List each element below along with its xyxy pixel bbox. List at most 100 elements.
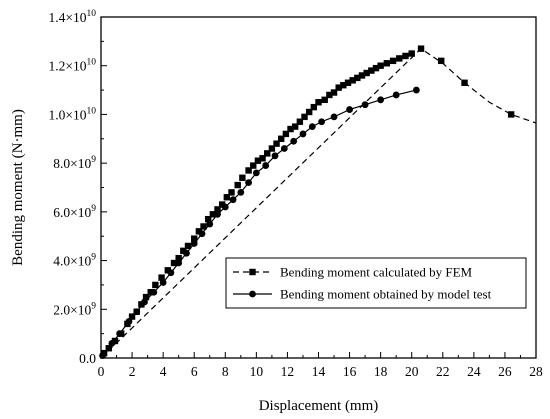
point-fem — [372, 64, 380, 72]
point-fem — [310, 103, 318, 111]
point-fem — [326, 91, 333, 99]
y-tick-label: 8.0×109 — [53, 155, 96, 171]
point-fem — [363, 69, 370, 77]
point-fem — [438, 57, 445, 65]
x-tick-label: 18 — [374, 364, 388, 379]
point-fem — [204, 215, 212, 223]
point-model-test — [412, 86, 420, 94]
x-tick-label: 8 — [222, 364, 229, 379]
point-fem — [330, 89, 338, 96]
x-axis-title: Displacement (mm) — [259, 398, 379, 414]
point-fem — [245, 167, 252, 174]
point-fem — [507, 111, 515, 118]
x-tick-label: 26 — [498, 364, 512, 379]
point-model-test — [346, 106, 353, 113]
y-tick-label: 0.0 — [79, 351, 96, 366]
point-model-test — [237, 188, 245, 196]
point-fem — [389, 57, 397, 65]
x-tick-label: 20 — [405, 364, 419, 379]
point-model-test — [221, 203, 229, 211]
point-fem — [152, 281, 159, 289]
point-model-test — [262, 162, 270, 169]
series-line-model-test — [100, 89, 417, 359]
point-model-test — [159, 279, 167, 286]
point-model-test — [299, 130, 307, 138]
point-fem — [321, 96, 328, 104]
point-fem — [278, 135, 285, 142]
point-model-test — [141, 298, 148, 306]
point-model-test — [150, 288, 158, 296]
point-model-test — [361, 101, 369, 109]
point-model-test — [214, 210, 221, 218]
x-tick-label: 10 — [250, 364, 264, 379]
y-axis-title: Bending moment (N·mm) — [10, 109, 26, 266]
point-fem — [417, 45, 425, 52]
point-fem — [368, 67, 375, 74]
y-tick-label: 1.4×1010 — [49, 9, 97, 25]
point-model-test — [125, 318, 133, 325]
point-model-test — [318, 118, 326, 126]
point-model-test — [245, 179, 252, 187]
x-tick-label: 12 — [281, 364, 295, 379]
y-tick-label: 1.0×1010 — [49, 106, 97, 122]
point-fem — [138, 301, 145, 308]
point-model-test — [167, 269, 175, 277]
point-model-test — [190, 240, 198, 247]
x-tick-label: 14 — [312, 364, 326, 379]
point-fem — [142, 293, 150, 301]
x-tick-label: 0 — [98, 364, 105, 379]
y-tick-label: 1.2×1010 — [49, 58, 97, 74]
point-model-test — [183, 249, 190, 257]
point-fem — [191, 235, 198, 242]
point-fem — [287, 125, 294, 133]
point-model-test — [330, 113, 338, 121]
point-model-test — [116, 330, 124, 338]
point-fem — [461, 79, 468, 86]
point-fem — [180, 247, 187, 255]
x-tick-label: 6 — [191, 364, 198, 379]
point-fem — [170, 259, 178, 267]
point-fem — [195, 228, 203, 235]
point-fem — [200, 223, 207, 230]
point-fem — [164, 267, 172, 274]
point-model-test — [308, 123, 316, 131]
point-fem — [291, 123, 299, 130]
point-model-test — [108, 339, 116, 347]
point-fem — [250, 162, 257, 169]
point-fem — [259, 155, 266, 162]
y-tick-label: 4.0×109 — [53, 253, 96, 269]
legend-marker-fem — [249, 268, 256, 276]
point-fem — [273, 140, 280, 147]
point-model-test — [133, 308, 141, 316]
point-model-test — [290, 137, 298, 145]
point-fem — [254, 157, 262, 164]
x-tick-label: 22 — [436, 364, 450, 379]
point-fem — [402, 52, 409, 60]
series-line-fem — [100, 47, 537, 359]
x-tick-label: 28 — [529, 364, 543, 379]
point-fem — [344, 79, 352, 86]
point-fem — [408, 50, 415, 57]
point-fem — [234, 181, 241, 189]
point-fem — [175, 254, 182, 262]
point-fem — [184, 242, 192, 250]
point-model-test — [392, 91, 400, 99]
point-fem — [358, 72, 366, 79]
point-fem — [349, 77, 356, 84]
axes: 0 2 4 6 8 10 12 14 16 18 20 22 24 26 280.02.0×1094.0×1… — [49, 9, 544, 379]
y-tick-label: 2.0×109 — [53, 301, 96, 317]
point-fem — [305, 108, 313, 116]
point-fem — [383, 60, 391, 67]
point-fem — [268, 145, 276, 152]
point-fem — [335, 84, 342, 91]
point-fem — [396, 55, 403, 62]
point-fem — [354, 74, 361, 82]
point-model-test — [252, 169, 260, 177]
point-model-test — [377, 96, 385, 104]
point-fem — [128, 313, 136, 320]
point-fem — [111, 337, 119, 345]
point-fem — [377, 62, 384, 69]
point-model-test — [206, 220, 214, 228]
point-fem — [264, 150, 271, 157]
